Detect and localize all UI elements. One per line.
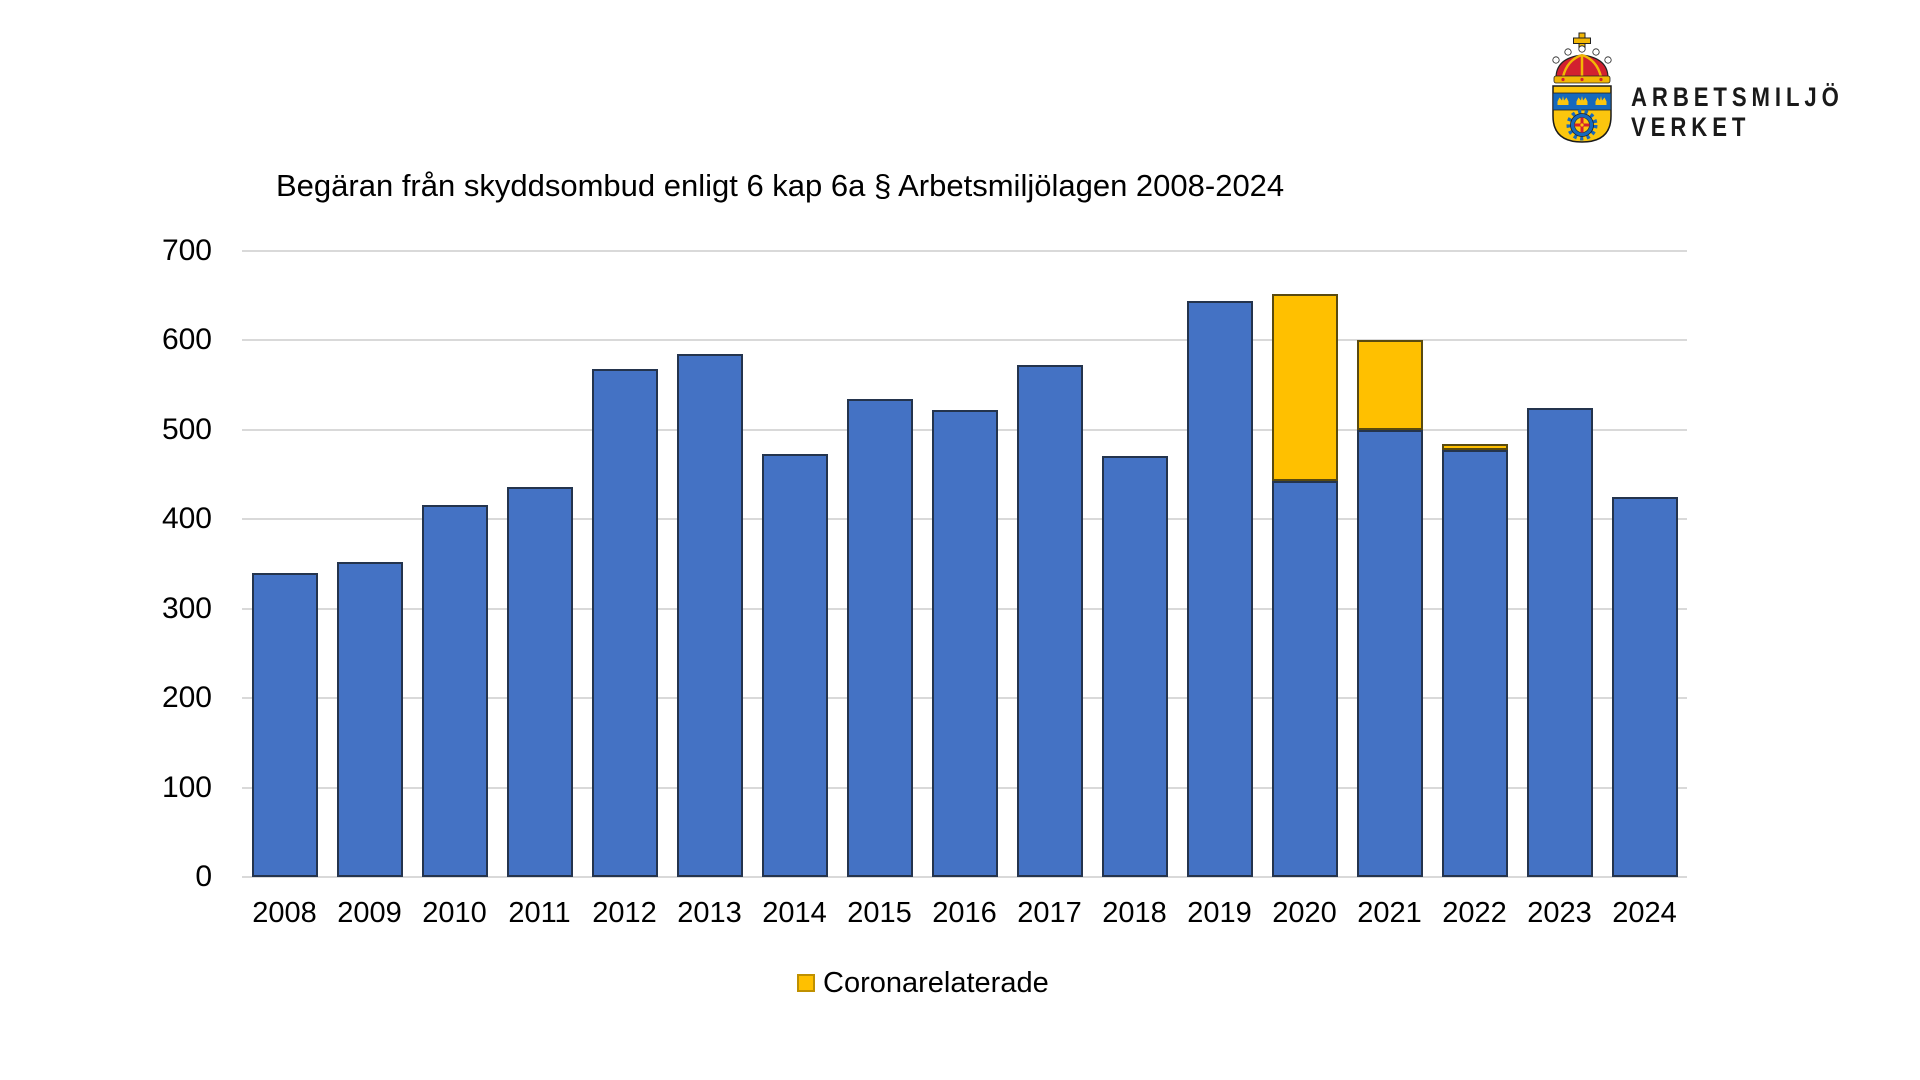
bar-2018 [1101,455,1168,877]
gridline-600 [242,339,1687,342]
x-tick-label-2010: 2010 [422,897,487,929]
x-tick-label-2015: 2015 [847,897,912,929]
plot-area [242,250,1687,878]
bar-2012 [591,369,658,877]
y-tick-label-200: 200 [161,681,212,715]
bar-2017 [1016,364,1083,877]
bar-2010 [421,504,488,877]
y-tick-label-100: 100 [161,770,212,804]
bar-2020 [1271,480,1338,877]
x-tick-label-2016: 2016 [932,897,997,929]
bar-2014 [761,454,828,877]
bar-2021 [1356,429,1423,877]
x-tick-label-2018: 2018 [1102,897,1167,929]
x-tick-label-2009: 2009 [337,897,402,929]
bar-2024 [1611,496,1678,877]
y-tick-label-600: 600 [161,323,212,357]
y-tick-label-300: 300 [161,591,212,625]
legend-label-coronarelaterade: Coronarelaterade [823,967,1049,999]
x-tick-label-2012: 2012 [592,897,657,929]
x-tick-label-2013: 2013 [677,897,742,929]
gridline-700 [242,250,1687,252]
bar-2019 [1186,301,1253,877]
x-tick-label-2023: 2023 [1527,897,1592,929]
arbetsmiljoverket-logo: ARBETSMILJÖ VERKET [1543,30,1903,150]
y-tick-label-400: 400 [161,502,212,536]
bar-2021-corona [1356,340,1423,430]
logo-brand-line2: VERKET [1631,112,1751,142]
legend-swatch-coronarelaterade [797,974,815,992]
x-tick-label-2014: 2014 [762,897,827,929]
chart-title: Begäran från skyddsombud enligt 6 kap 6a… [276,168,1285,203]
x-tick-label-2022: 2022 [1442,897,1507,929]
x-tick-label-2008: 2008 [252,897,317,929]
bar-2020-corona [1271,293,1338,481]
logo-brand-line1: ARBETSMILJÖ [1631,82,1844,112]
legend: Coronarelaterade [797,966,1049,1000]
bar-2011 [506,487,573,877]
x-tick-label-2024: 2024 [1612,897,1677,929]
x-tick-label-2019: 2019 [1187,897,1252,929]
bar-2013 [676,353,743,877]
bar-2009 [336,562,403,877]
y-tick-label-0: 0 [195,860,212,893]
x-tick-label-2017: 2017 [1017,897,1082,929]
y-tick-label-500: 500 [161,412,212,446]
bar-2016 [931,410,998,877]
x-tick-label-2021: 2021 [1357,897,1422,929]
bar-2015 [846,398,913,877]
bar-2008 [251,572,318,877]
bar-2023 [1526,407,1593,877]
coat-of-arms-icon [1552,32,1612,143]
x-tick-label-2011: 2011 [508,897,571,929]
gridline-0 [242,876,1687,878]
x-tick-label-2020: 2020 [1272,897,1337,929]
bar-2022 [1441,450,1508,877]
y-tick-label-700: 700 [161,234,212,267]
bar-2022-corona [1441,444,1508,451]
